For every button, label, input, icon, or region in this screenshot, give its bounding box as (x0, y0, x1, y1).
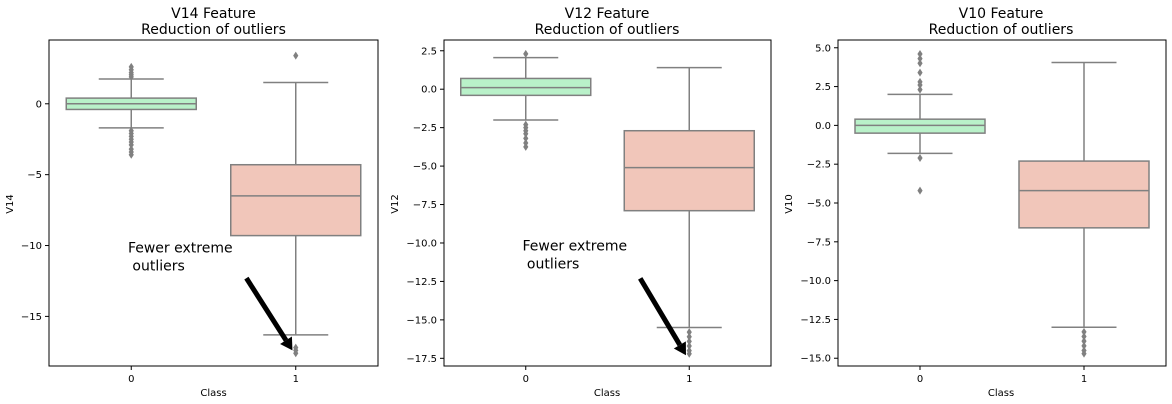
y-tick-label: −5.0 (413, 162, 437, 173)
plot-frame (443, 39, 772, 367)
x-axis-label: Class (200, 388, 226, 399)
outlier-point (293, 51, 299, 60)
y-tick-label: −7.5 (413, 200, 437, 211)
y-tick-label: −10.0 (406, 238, 437, 249)
y-tick-label: −15.0 (406, 315, 437, 326)
y-tick-label: −5 (27, 170, 42, 181)
y-tick-label: −17.5 (406, 354, 437, 365)
panel-title-line1: V10 Feature (959, 6, 1044, 22)
outlier-point (917, 186, 923, 195)
outlier-point (1081, 341, 1087, 350)
outlier-point (523, 142, 529, 151)
outlier-point (128, 150, 134, 159)
y-tick-label: −5.0 (807, 199, 831, 210)
outlier-point (1081, 332, 1087, 341)
x-axis-label: Class (988, 388, 1014, 399)
outlier-point (1081, 349, 1087, 358)
y-tick-label: −12.5 (406, 277, 437, 288)
outlier-point (128, 140, 134, 149)
annotation-text-line2: outliers (128, 259, 185, 275)
annotation-text-line1: Fewer extreme (522, 239, 627, 255)
y-tick-label: 5.0 (815, 43, 831, 54)
outlier-point (917, 68, 923, 77)
x-tick-label: 1 (1081, 374, 1087, 385)
outlier-point (917, 49, 923, 58)
plot-frame (48, 39, 379, 367)
x-tick-label: 1 (686, 374, 692, 385)
box-class-0 (854, 49, 986, 195)
y-tick-label: −10 (21, 241, 42, 252)
x-axis-label: Class (594, 388, 620, 399)
box-iqr (460, 77, 592, 97)
y-tick-label: 0 (36, 99, 42, 110)
y-tick-label: −2.5 (413, 123, 437, 134)
box-iqr (1018, 160, 1150, 229)
annotation-arrow-shaft (638, 277, 682, 347)
y-tick-label: −12.5 (800, 315, 831, 326)
box-class-1 (1018, 61, 1150, 358)
annotation-text-line1: Fewer extreme (128, 241, 233, 257)
panel-title-line1: V12 Feature (565, 6, 650, 22)
box-iqr (230, 163, 362, 237)
outlier-point (686, 332, 692, 341)
outlier-point (523, 129, 529, 138)
outlier-point (686, 337, 692, 346)
y-tick-label: −15 (21, 312, 42, 323)
annotation-arrow-head (673, 341, 686, 356)
box-iqr (623, 129, 755, 212)
outlier-point (1081, 327, 1087, 336)
panel-title-line2: Reduction of outliers (141, 22, 286, 38)
y-tick-label: 2.5 (815, 82, 831, 93)
outlier-point (917, 153, 923, 162)
y-tick-label: 0.0 (815, 121, 831, 132)
x-tick-label: 1 (293, 374, 299, 385)
box-iqr (854, 118, 986, 134)
y-tick-label: −7.5 (807, 237, 831, 248)
panel-title-line2: Reduction of outliers (535, 22, 680, 38)
outlier-point (917, 85, 923, 94)
x-tick-label: 0 (917, 374, 923, 385)
box-class-0 (460, 49, 592, 151)
annotation-arrow-head (280, 336, 293, 351)
box-class-1 (623, 66, 755, 358)
y-tick-label: 0.0 (421, 85, 437, 96)
outlier-point (686, 328, 692, 337)
y-tick-label: −15.0 (800, 354, 831, 365)
panel-v10: V10 Feature Reduction of outliers V10 Cl… (784, 6, 1167, 399)
panel-v14: V14 Feature Reduction of outliers V14 Cl… (5, 6, 379, 399)
outlier-point (686, 342, 692, 351)
x-tick-label: 0 (128, 374, 134, 385)
x-tick-label: 0 (523, 374, 529, 385)
panel-title-line1: V14 Feature (171, 6, 256, 22)
box-class-1 (230, 51, 362, 358)
outlier-point (686, 349, 692, 358)
y-axis-label: V10 (784, 194, 795, 214)
outlier-point (1081, 337, 1087, 346)
box-class-0 (65, 62, 197, 159)
annotation-arrow-shaft (244, 276, 289, 342)
y-tick-label: 2.5 (421, 46, 437, 57)
panel-v12: V12 Feature Reduction of outliers V12 Cl… (390, 6, 772, 399)
outlier-point (917, 59, 923, 68)
y-axis-label: V12 (390, 194, 401, 214)
outlier-point (917, 77, 923, 86)
y-tick-label: −10.0 (800, 276, 831, 287)
outlier-point (523, 134, 529, 143)
y-axis-label: V14 (5, 194, 16, 214)
outlier-point (917, 54, 923, 63)
annotation-text-line2: outliers (522, 257, 579, 273)
outlier-point (128, 62, 134, 71)
outlier-point (293, 349, 299, 358)
panel-title-line2: Reduction of outliers (929, 22, 1074, 38)
outlier-point (523, 49, 529, 58)
y-tick-label: −2.5 (807, 160, 831, 171)
